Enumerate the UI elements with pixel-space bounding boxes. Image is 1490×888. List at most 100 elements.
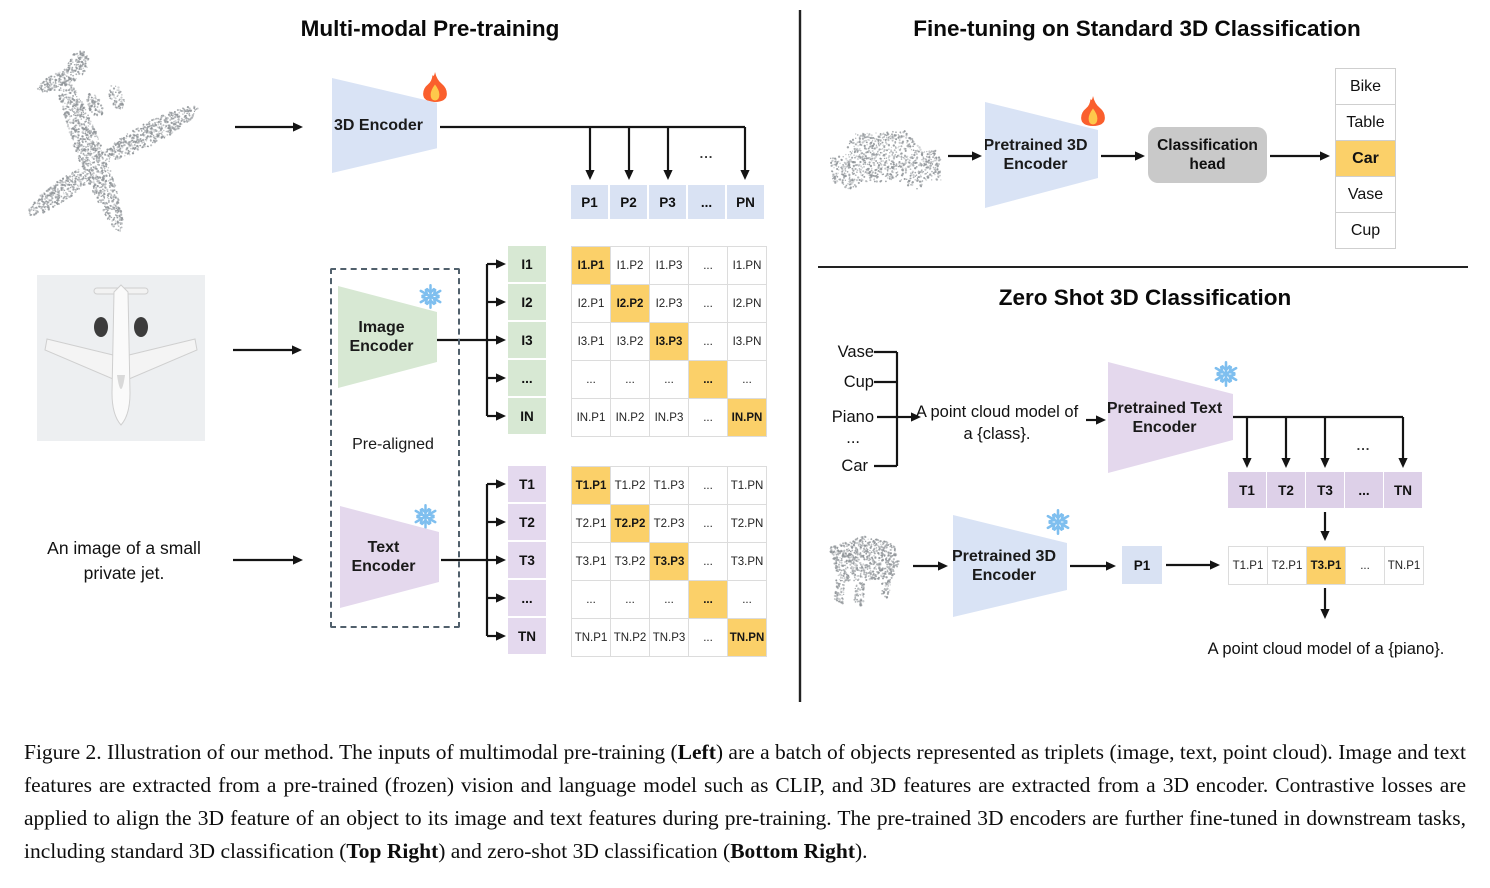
finetune-title: Fine-tuning on Standard 3D Classificatio… [913, 16, 1361, 41]
p1-feature-cell: P1 [1122, 546, 1162, 584]
prompt-text: A point cloud model of a {class}. [912, 401, 1082, 445]
matrix-cell: I1.P3 [650, 247, 689, 285]
p-feature-cell: P3 [649, 185, 686, 219]
p-feature-row: P1 P2 P3... PN [571, 185, 764, 219]
matrix-cell: T2.P3 [650, 505, 689, 543]
text-point-similarity-matrix: T1.P1 T1.P2 T1.P3... T1.PN T2.P1 T2.P2 T2.P3..… [571, 466, 767, 657]
matrix-cell: T2.PN [728, 505, 767, 543]
matrix-cell: ... [689, 543, 728, 581]
matrix-cell: T3.PN [728, 543, 767, 581]
matrix-cell: ... [650, 581, 689, 619]
matrix-cell: TN.PN [728, 619, 767, 657]
text-encoder-label-line2: Encoder [351, 558, 416, 575]
matrix-cell: T1.P1 [572, 467, 611, 505]
zeroshot-class-label: Piano [831, 408, 874, 426]
matrix-cell: ... [689, 581, 728, 619]
similarity-cell: TN.P1 [1385, 547, 1424, 585]
input-caption-text: An image of a small private jet. [28, 536, 220, 586]
matrix-cell: IN.P1 [572, 399, 611, 437]
matrix-cell: T3.P1 [572, 543, 611, 581]
snowflake-icon [1214, 361, 1238, 387]
airplane-photo [37, 275, 205, 441]
matrix-cell: ... [689, 505, 728, 543]
matrix-cell: I1.P2 [611, 247, 650, 285]
p-feature-cell: ... [688, 185, 725, 219]
matrix-cell: ... [728, 581, 767, 619]
image-feature-cell: IN [508, 398, 546, 434]
zeroshot-class-label: ... [846, 429, 860, 447]
image-feature-cell: ... [508, 360, 546, 396]
class-row: Cup [1336, 213, 1395, 248]
matrix-cell: TN.P1 [572, 619, 611, 657]
pretrained-text-encoder-trapezoid: Pretrained Text Encoder [1108, 362, 1233, 473]
matrix-cell: I2.P1 [572, 285, 611, 323]
airplane-pointcloud [28, 50, 199, 233]
image-feature-cell: I2 [508, 284, 546, 320]
prompt-line1: A point cloud model of [915, 403, 1079, 421]
matrix-cell: ... [689, 323, 728, 361]
figure-caption: Figure 2. Illustration of our method. Th… [24, 739, 1466, 863]
zeroshot-result-text: A point cloud model of a {piano}. [1207, 640, 1445, 658]
matrix-cell: ... [611, 581, 650, 619]
zeroshot-3d-encoder-line2: Encoder [971, 567, 1036, 584]
zeroshot-similarity-row: T1.P1 T2.P1 T3.P1... TN.P1 [1228, 546, 1424, 585]
matrix-cell: T2.P1 [572, 505, 611, 543]
pretrained-text-encoder-line2: Encoder [1132, 418, 1197, 436]
matrix-cell: IN.P2 [611, 399, 650, 437]
matrix-cell: I3.P2 [611, 323, 650, 361]
classification-head-line1: Classification [1157, 137, 1258, 154]
zeroshot-class-list: Vase Cup Piano... Car [818, 0, 874, 500]
class-row: Table [1336, 105, 1395, 141]
image-encoder-label-line1: Image [358, 319, 405, 336]
matrix-cell: T1.P3 [650, 467, 689, 505]
piano-pointcloud [829, 535, 900, 607]
image-feature-cell: I3 [508, 322, 546, 358]
matrix-cell: T1.PN [728, 467, 767, 505]
prealigned-label: Pre-aligned [352, 436, 434, 453]
matrix-cell: ... [689, 399, 728, 437]
image-feature-cell: I1 [508, 246, 546, 282]
pretrained-text-encoder-line1: Pretrained Text [1106, 399, 1223, 417]
matrix-cell: ... [689, 247, 728, 285]
zeroshot-text-feature-cell: TN [1384, 472, 1422, 508]
matrix-cell: ... [572, 581, 611, 619]
zeroshot-text-feature-row: T1 T2 T3... TN [1228, 472, 1422, 508]
snowflake-icon [1046, 509, 1070, 535]
matrix-cell: I1.PN [728, 247, 767, 285]
p-feature-cell: P2 [610, 185, 647, 219]
text-feature-column: T1 T2 T3... TN [508, 466, 546, 654]
zeroshot-text-feature-cell: ... [1345, 472, 1383, 508]
similarity-cell: ... [1346, 547, 1385, 585]
zeroshot-title: Zero Shot 3D Classification [998, 285, 1292, 310]
zeroshot-text-feature-cell: T3 [1306, 472, 1344, 508]
zeroshot-3d-encoder-line1: Pretrained 3D [951, 548, 1057, 565]
zeroshot-ellipsis: ... [1356, 438, 1371, 453]
classification-head-box: Classification head [1148, 127, 1267, 183]
p-feature-cell: PN [727, 185, 764, 219]
matrix-cell: T3.P3 [650, 543, 689, 581]
matrix-cell: ... [611, 361, 650, 399]
image-point-similarity-matrix: I1.P1 I1.P2 I1.P3... I1.PN I2.P1 I2.P2 I2.P3..… [571, 246, 767, 437]
text-encoder-label-line1: Text [367, 539, 400, 556]
encoder-3d-trapezoid: 3D Encoder [332, 78, 437, 173]
zeroshot-text-feature-cell: T1 [1228, 472, 1266, 508]
finetune-encoder-label-line2: Encoder [1003, 156, 1068, 173]
text-feature-cell: T2 [508, 504, 546, 540]
zeroshot-text-feature-cell: T2 [1267, 472, 1305, 508]
text-feature-cell: T1 [508, 466, 546, 502]
matrix-cell: ... [650, 361, 689, 399]
prompt-line2: a {class}. [963, 425, 1031, 443]
text-feature-cell: T3 [508, 542, 546, 578]
matrix-cell: ... [572, 361, 611, 399]
matrix-cell: T3.P2 [611, 543, 650, 581]
airplane-photo-drawing [44, 284, 198, 426]
class-row: Vase [1336, 177, 1395, 213]
zeroshot-3d-encoder-trapezoid: Pretrained 3D Encoder [953, 515, 1067, 617]
class-prediction-list: Bike Table Car Vase Cup [1335, 68, 1396, 249]
matrix-cell: IN.P3 [650, 399, 689, 437]
matrix-cell: ... [689, 285, 728, 323]
text-feature-cell: ... [508, 580, 546, 616]
matrix-cell: I1.P1 [572, 247, 611, 285]
zeroshot-class-label: Vase [837, 343, 874, 361]
zeroshot-class-label: Cup [843, 373, 874, 391]
